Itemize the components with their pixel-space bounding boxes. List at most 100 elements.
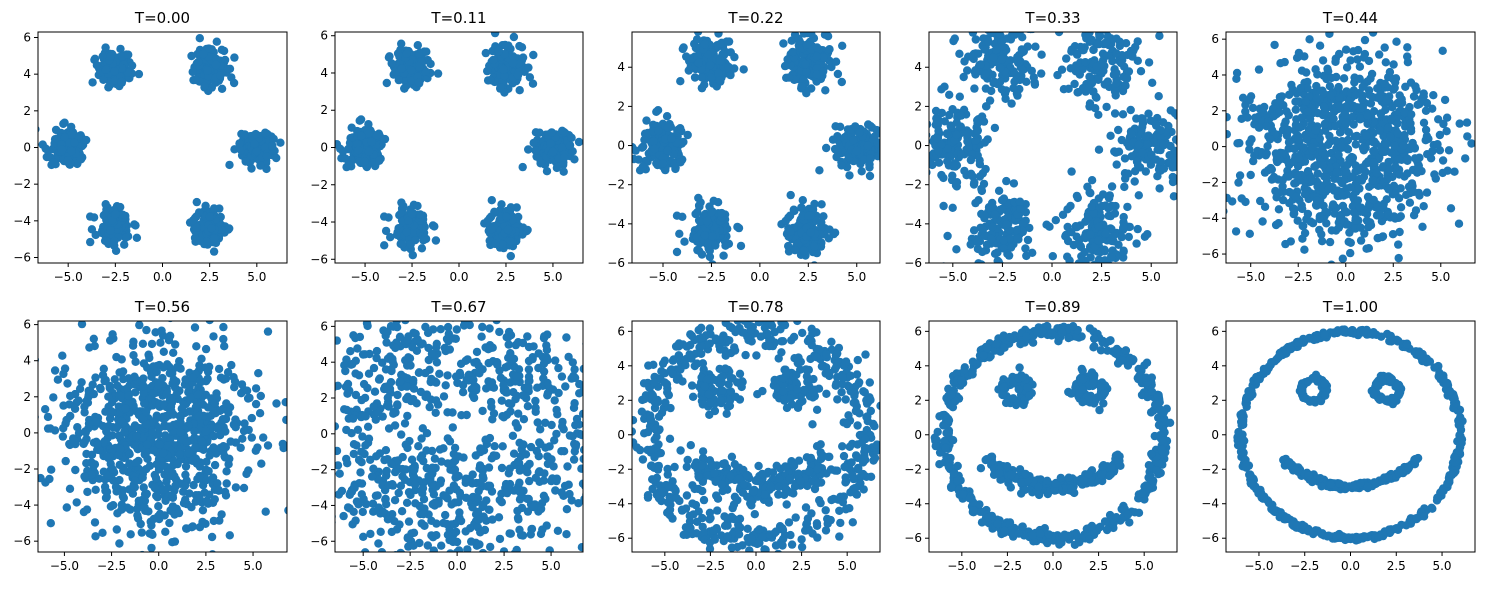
scatter-point [397,240,407,249]
scatter-point [730,52,739,62]
scatter-point [1137,114,1146,124]
y-tick-label: −4 [1201,211,1219,225]
scatter-point [1067,167,1076,176]
scatter-point [1254,123,1264,132]
scatter-point [1131,16,1139,24]
scatter-point [694,58,703,68]
scatter-point [1143,139,1152,149]
scatter-point [524,63,533,72]
scatter-point [993,248,1002,257]
scatter-point [649,137,658,146]
scatter-point [1341,102,1351,111]
scatter-point [209,204,219,213]
scatter-point [1124,232,1134,242]
scatter-point [85,343,94,352]
scatter-point [542,167,552,176]
scatter-point [1130,177,1139,186]
scatter-point [1421,136,1430,145]
scatter-point [838,41,847,50]
scatter-point [29,516,37,524]
scatter-point [268,141,277,151]
scatter-point [799,246,809,256]
scatter-point [1381,58,1391,67]
scatter-point [1326,91,1336,100]
scatter-point [127,61,137,70]
scatter-point [1331,57,1340,66]
scatter-point [1019,268,1027,276]
scatter-point [977,260,986,263]
scatter-point [344,160,353,169]
scatter-point [707,208,716,217]
scatter-point [499,65,508,74]
scatter-point [380,212,389,221]
scatter-point [984,37,993,47]
scatter-point [1318,56,1328,65]
scatter-point [978,169,987,178]
scatter-point [1112,68,1121,78]
scatter-point [1369,195,1378,205]
scatter-point [211,60,221,70]
scatter-point [225,64,235,74]
scatter-point [1082,23,1090,31]
scatter-point [1102,38,1111,47]
scatter-point [1187,121,1195,129]
scatter-point [1353,45,1363,55]
scatter-point [1132,239,1141,248]
scatter-point [1341,45,1351,54]
scatter-point [524,145,533,154]
scatter-point [1023,235,1033,245]
scatter-point [693,208,702,217]
scatter-point [360,157,369,166]
scatter-point [496,83,505,92]
scatter-point [1235,171,1245,180]
scatter-point [1278,176,1287,185]
scatter-point [1413,168,1422,177]
scatter-point [956,150,966,159]
scatter-point [490,32,500,38]
scatter-point [187,51,196,61]
scatter-point [203,66,212,75]
scatter-point [1395,91,1404,100]
scatter-point [812,52,822,61]
scatter-point [1446,204,1456,213]
scatter-point [1442,127,1451,136]
scatter-point [1396,184,1405,193]
scatter-point [726,70,735,80]
scatter-point [973,116,982,125]
x-tick-label: −2.5 [697,270,726,284]
scatter-point [58,351,67,360]
scatter-point [1366,99,1376,108]
scatter-point [1296,83,1305,93]
scatter-point [1002,220,1011,229]
scatter-point [125,459,134,468]
scatter-point [1291,105,1301,114]
scatter-point [50,366,60,375]
scatter-point [1080,248,1089,257]
scatter-point [988,70,997,80]
scatter-point [634,155,643,164]
scatter-point [1096,10,1104,18]
scatter-point [1356,114,1366,123]
scatter-point [134,69,144,79]
scatter-point [422,47,431,56]
scatter-point [1403,169,1412,178]
scatter-point [721,241,730,250]
y-tick-label: 4 [320,66,328,80]
scatter-point [1300,190,1310,199]
scatter-point [849,136,858,145]
scatter-point [825,45,834,54]
scatter-point [417,244,427,253]
scatter-point [788,47,797,57]
scatter-point [989,53,998,62]
scatter-point [67,130,76,140]
scatter-point [837,77,846,87]
scatter-point [1021,244,1030,253]
scatter-point [147,543,156,552]
scatter-point [974,196,983,205]
scatter-point [1013,56,1022,65]
scatter-point [1007,99,1016,108]
